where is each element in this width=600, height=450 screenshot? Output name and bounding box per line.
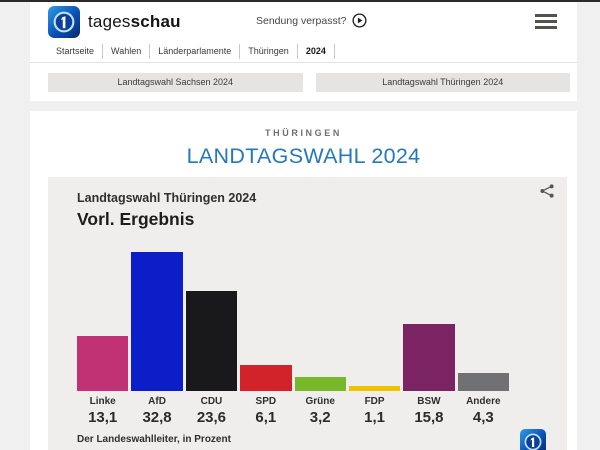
bar-bsw [403,324,455,391]
value-gruene: 3,2 [309,409,331,426]
chart-column-fdp [348,243,401,391]
site-header-section: tagesschau Sendung verpasst? Startseite … [30,2,577,101]
chart-footer: Der Landeswahlleiter, in Prozent [77,429,546,450]
chart-column-spd [240,243,292,391]
bar-andere [457,372,509,391]
results-chart-card: Landtagswahl Thüringen 2024 Vorl. Ergebn… [48,177,567,450]
chart-column-gruene [294,243,346,391]
breadcrumb-wahlen[interactable]: Wahlen [103,44,151,59]
label-cdu: CDU [200,396,223,407]
main-section: THÜRINGEN LANDTAGSWAHL 2024 Landtagswahl… [30,111,577,450]
bar-cdu [185,291,238,391]
value-bsw: 15,8 [414,409,444,426]
value-fdp: 1,1 [364,409,385,426]
bar-spd [240,365,292,391]
window-top-edge [0,0,600,2]
bar-linke [77,335,129,391]
menu-icon[interactable] [535,14,557,29]
chart-column-cdu [185,243,238,391]
label-linke: Linke [89,396,116,407]
tab-landtagswahl-thueringen[interactable]: Landtagswahl Thüringen 2024 [315,73,570,92]
breadcrumb: Startseite Wahlen Länderparlamente Thüri… [30,40,577,63]
label-afd: AfD [148,396,166,407]
chart-title: Landtagswahl Thüringen 2024 [77,191,257,205]
category-labels: Linke AfD CDU SPD Grüne FDP BSW Andere [77,391,509,408]
play-icon[interactable] [352,13,368,28]
sendung-verpasst-link[interactable]: Sendung verpasst? [256,13,368,28]
breadcrumb-startseite[interactable]: Startseite [48,44,104,59]
bar-chart [77,243,509,391]
bar-afd [131,252,183,391]
value-afd: 32,8 [142,409,172,426]
chart-subtitle: Vorl. Ergebnis [77,209,195,229]
label-bsw: BSW [417,396,441,407]
page-title: LANDTAGSWAHL 2024 [186,144,421,168]
breadcrumb-thueringen[interactable]: Thüringen [240,44,298,59]
label-fdp: FDP [364,396,385,407]
sendung-verpasst-label: Sendung verpasst? [256,14,347,27]
value-labels: 13,1 32,8 23,6 6,1 3,2 1,1 15,8 4,3 [77,408,509,427]
chart-source: Der Landeswahlleiter, in Prozent [77,434,231,445]
chart-column-andere [457,243,509,391]
header-bar: tagesschau Sendung verpasst? [30,2,577,40]
label-spd: SPD [255,396,277,407]
breadcrumb-2024[interactable]: 2024 [298,44,335,59]
election-tabs: Landtagswahl Sachsen 2024 Landtagswahl T… [30,63,577,92]
region-kicker: THÜRINGEN [265,128,342,138]
bar-fdp [348,386,401,391]
tagesschau-logo[interactable]: tagesschau [48,6,181,38]
label-gruene: Grüne [305,396,335,407]
chart-column-afd [131,243,183,391]
label-andere: Andere [466,396,501,407]
tagesschau-globe-icon [48,6,80,38]
value-andere: 4,3 [472,409,494,426]
breadcrumb-laenderparlamente[interactable]: Länderparlamente [150,44,241,59]
value-linke: 13,1 [88,409,118,426]
chart-column-bsw [403,243,455,391]
chart-column-linke [77,243,129,391]
bar-gruene [294,377,346,391]
tagesschau-watermark-icon [520,429,546,450]
page-content: tagesschau Sendung verpasst? Startseite … [30,2,577,450]
value-cdu: 23,6 [196,409,227,426]
tab-landtagswahl-sachsen[interactable]: Landtagswahl Sachsen 2024 [48,73,303,92]
brand-wordmark: tagesschau [88,12,181,31]
share-icon[interactable] [539,183,555,199]
value-spd: 6,1 [255,409,277,426]
